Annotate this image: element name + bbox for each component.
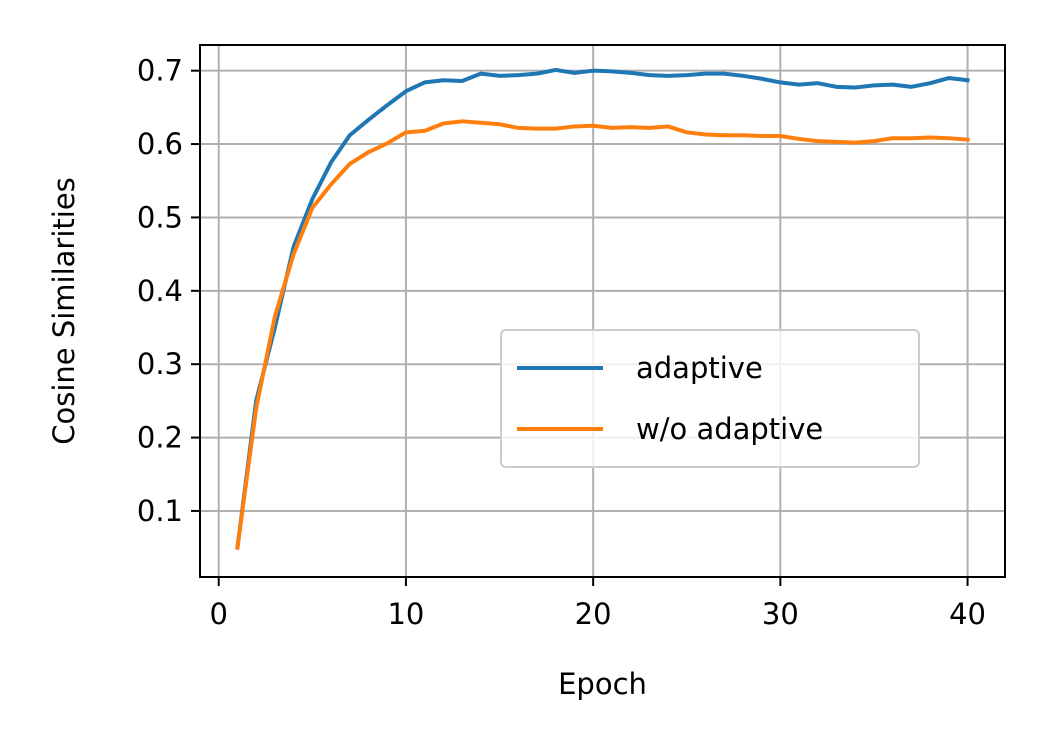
y-tick-label: 0.6: [137, 127, 183, 161]
x-tick-label: 40: [949, 597, 986, 631]
y-tick-label: 0.2: [137, 421, 183, 455]
y-tick-label: 0.5: [137, 200, 183, 234]
y-tick-label: 0.7: [137, 54, 183, 88]
x-tick-label: 20: [575, 597, 612, 631]
grid-lines: [200, 45, 1005, 577]
x-tick-label: 10: [387, 597, 424, 631]
y-tick-label: 0.3: [137, 347, 183, 381]
legend-box: [500, 329, 920, 468]
series-line-adaptive: [235, 67, 970, 550]
axis-ticks: 0 10 20 30 40 0.1 0.2 0.3 0.4 0.5 0.6 0.7: [137, 54, 986, 631]
x-tick-label: 0: [209, 597, 227, 631]
series-line-wo-adaptive: [235, 119, 970, 550]
y-tick-label: 0.4: [137, 274, 183, 308]
legend-label-wo-adaptive: w/o adaptive: [636, 412, 823, 446]
legend: adaptive w/o adaptive: [500, 329, 920, 468]
legend-label-adaptive: adaptive: [636, 351, 763, 385]
x-axis-label: Epoch: [558, 667, 647, 701]
x-tick-label: 30: [762, 597, 799, 631]
series-lines: [235, 67, 970, 550]
y-axis-label: Cosine Similarities: [47, 177, 81, 445]
y-tick-label: 0.1: [137, 494, 183, 528]
plot-frame: [199, 44, 1006, 578]
